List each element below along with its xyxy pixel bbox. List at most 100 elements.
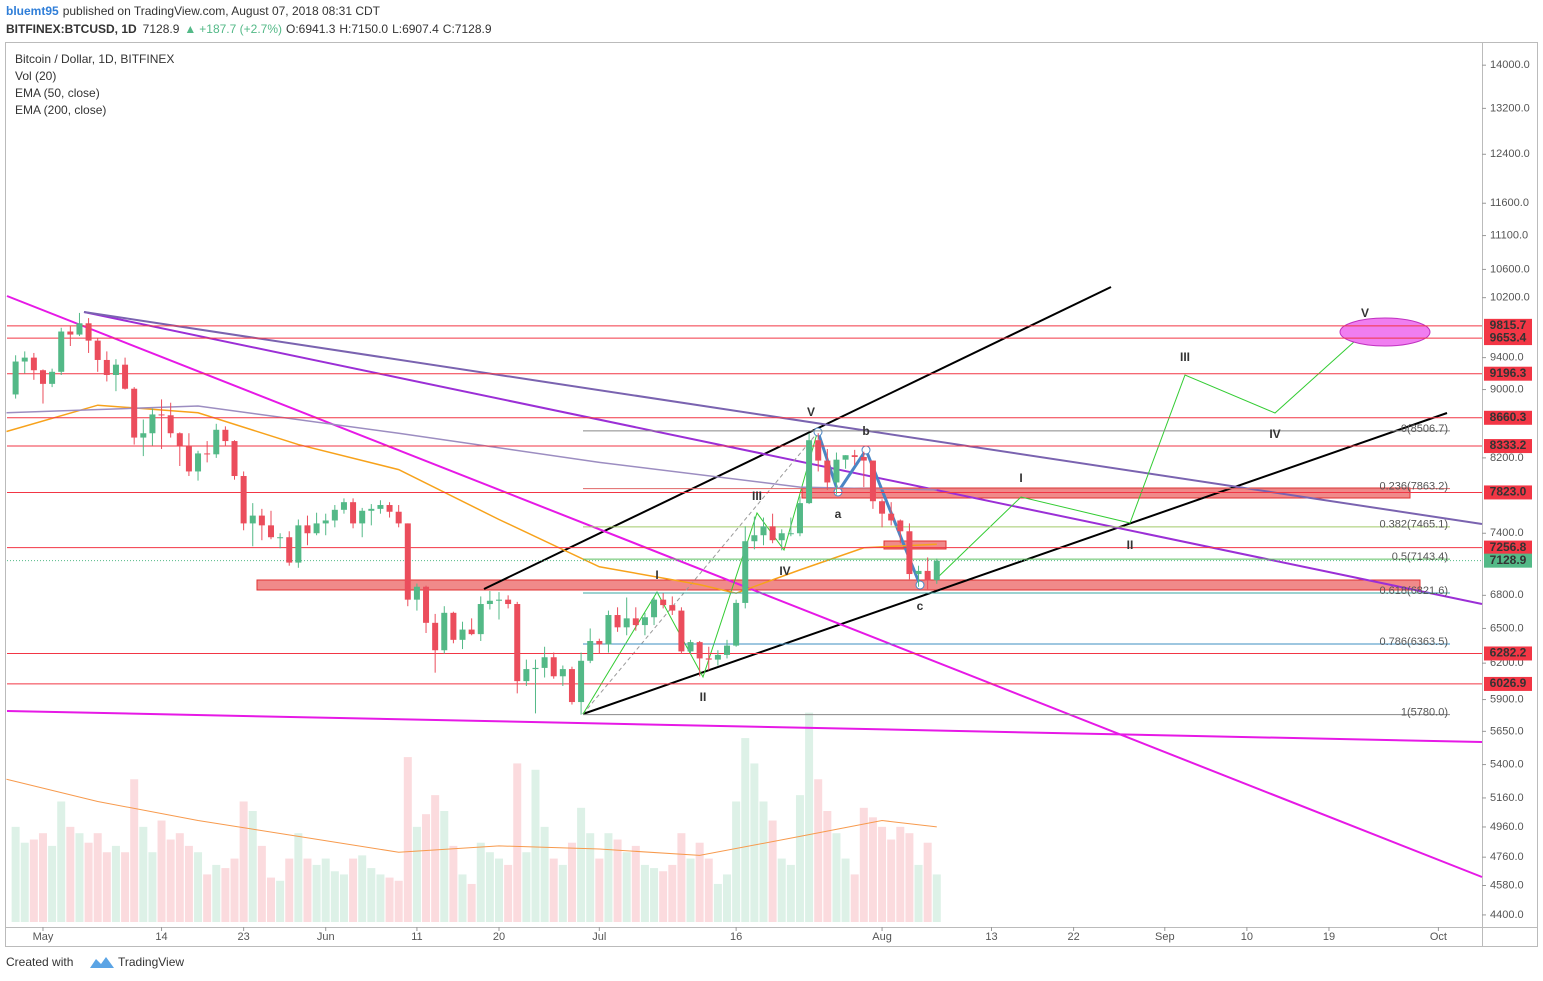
candle-body xyxy=(550,657,557,677)
y-tick-label: 11600.0 xyxy=(1490,197,1529,209)
candle-body xyxy=(176,433,183,446)
close: C:7128.9 xyxy=(443,22,492,36)
candle-body xyxy=(641,617,648,626)
candle-body xyxy=(888,513,895,521)
volume-bar xyxy=(431,795,440,922)
candle-body xyxy=(30,357,37,371)
x-tick-label: 22 xyxy=(1067,931,1079,943)
fib-label: 0.5(7143.4) xyxy=(1392,551,1448,563)
candle-body xyxy=(477,604,484,635)
candle-body xyxy=(523,669,530,682)
candle-body xyxy=(149,414,156,434)
volume-bar xyxy=(613,839,622,922)
volume-bar xyxy=(203,874,212,922)
volume-bar xyxy=(75,833,84,922)
candle-body xyxy=(386,505,393,512)
y-tick-label: 10600.0 xyxy=(1490,263,1530,275)
candle-body xyxy=(413,586,420,600)
volume-bar xyxy=(175,833,184,922)
volume-bar xyxy=(285,858,294,922)
candle-body xyxy=(213,429,220,455)
candle-body xyxy=(614,615,621,628)
abc-point xyxy=(861,445,871,455)
price-box-label: 7128.9 xyxy=(1490,553,1527,567)
candle-body xyxy=(441,612,448,651)
candle-body xyxy=(669,605,676,611)
candle-body xyxy=(103,359,110,376)
volume-bar xyxy=(239,801,248,922)
price-box-label: 7823.0 xyxy=(1490,485,1527,499)
candle-body xyxy=(796,503,803,534)
candle-body xyxy=(432,622,439,651)
volume-bar xyxy=(102,852,111,922)
author[interactable]: bluemt95 xyxy=(6,4,59,18)
volume-bar xyxy=(48,845,57,922)
price-box-label: 9653.4 xyxy=(1490,330,1527,344)
footer-brand[interactable]: TradingView xyxy=(118,955,184,969)
y-tick-label: 12400.0 xyxy=(1490,148,1530,160)
candle-body xyxy=(140,433,147,438)
chart-frame xyxy=(5,42,1538,947)
candle-body xyxy=(277,537,284,539)
volume-bar xyxy=(832,833,841,922)
x-tick-label: 14 xyxy=(155,931,167,943)
y-tick-label: 4400.0 xyxy=(1490,909,1524,921)
price: 7128.9 xyxy=(143,22,180,36)
price-box xyxy=(1484,485,1532,500)
volume-bar xyxy=(513,763,522,922)
volume-bar xyxy=(686,858,695,922)
volume-bar xyxy=(823,811,832,922)
volume-bar xyxy=(221,868,230,922)
y-tick-label: 9000.0 xyxy=(1490,383,1524,395)
x-tick-label: 19 xyxy=(1323,931,1335,943)
y-tick-label: 7400.0 xyxy=(1490,527,1524,539)
candle-body xyxy=(696,642,703,659)
price-box xyxy=(1484,331,1532,346)
price-box xyxy=(1484,318,1532,333)
candle-body xyxy=(331,509,338,521)
candle-body xyxy=(678,610,685,652)
x-tick-label: 23 xyxy=(238,931,250,943)
volume-bar xyxy=(640,864,649,922)
volume-bar xyxy=(932,874,941,922)
candle-body xyxy=(167,415,174,434)
volume-bar xyxy=(194,852,203,922)
volume-bar xyxy=(677,833,686,922)
header-line: bluemt95 published on TradingView.com, Au… xyxy=(6,4,381,18)
target-ellipse xyxy=(1339,317,1431,347)
x-tick-label: 13 xyxy=(985,931,997,943)
price-box xyxy=(1484,366,1532,381)
volume-bar xyxy=(595,858,604,922)
volume-bar xyxy=(412,826,421,922)
legend-entry: Vol (20) xyxy=(15,69,56,83)
volume-bar xyxy=(522,852,531,922)
zone xyxy=(256,579,1421,591)
wave-label: III xyxy=(1180,350,1190,364)
volume-bar xyxy=(741,738,750,922)
volume-bar xyxy=(330,871,339,922)
fib-label: 0(8506.7) xyxy=(1401,423,1448,435)
wave-label: b xyxy=(862,424,869,438)
ema-line xyxy=(6,405,937,491)
chart-title: Bitcoin / Dollar, 1D, BITFINEX xyxy=(15,52,174,66)
candle-body xyxy=(724,645,731,655)
x-tick-label: Aug xyxy=(872,931,892,943)
volume-bar xyxy=(795,795,804,922)
trend-line xyxy=(6,710,1483,743)
candle-body xyxy=(185,445,192,472)
volume-bar xyxy=(166,839,175,922)
candle-body xyxy=(924,570,931,581)
price-box xyxy=(1484,439,1532,454)
price-box xyxy=(1484,540,1532,555)
volume-bar xyxy=(93,833,102,922)
candle-body xyxy=(769,526,776,541)
volume-bar xyxy=(759,801,768,922)
volume-bar xyxy=(650,868,659,922)
volume-bar xyxy=(805,712,814,922)
candle-body xyxy=(395,511,402,524)
candle-body xyxy=(12,361,19,395)
legend-entry: EMA (200, close) xyxy=(15,103,106,117)
volume-bar xyxy=(485,852,494,922)
volume-bar xyxy=(84,842,93,922)
price-box-label: 9815.7 xyxy=(1490,318,1527,332)
